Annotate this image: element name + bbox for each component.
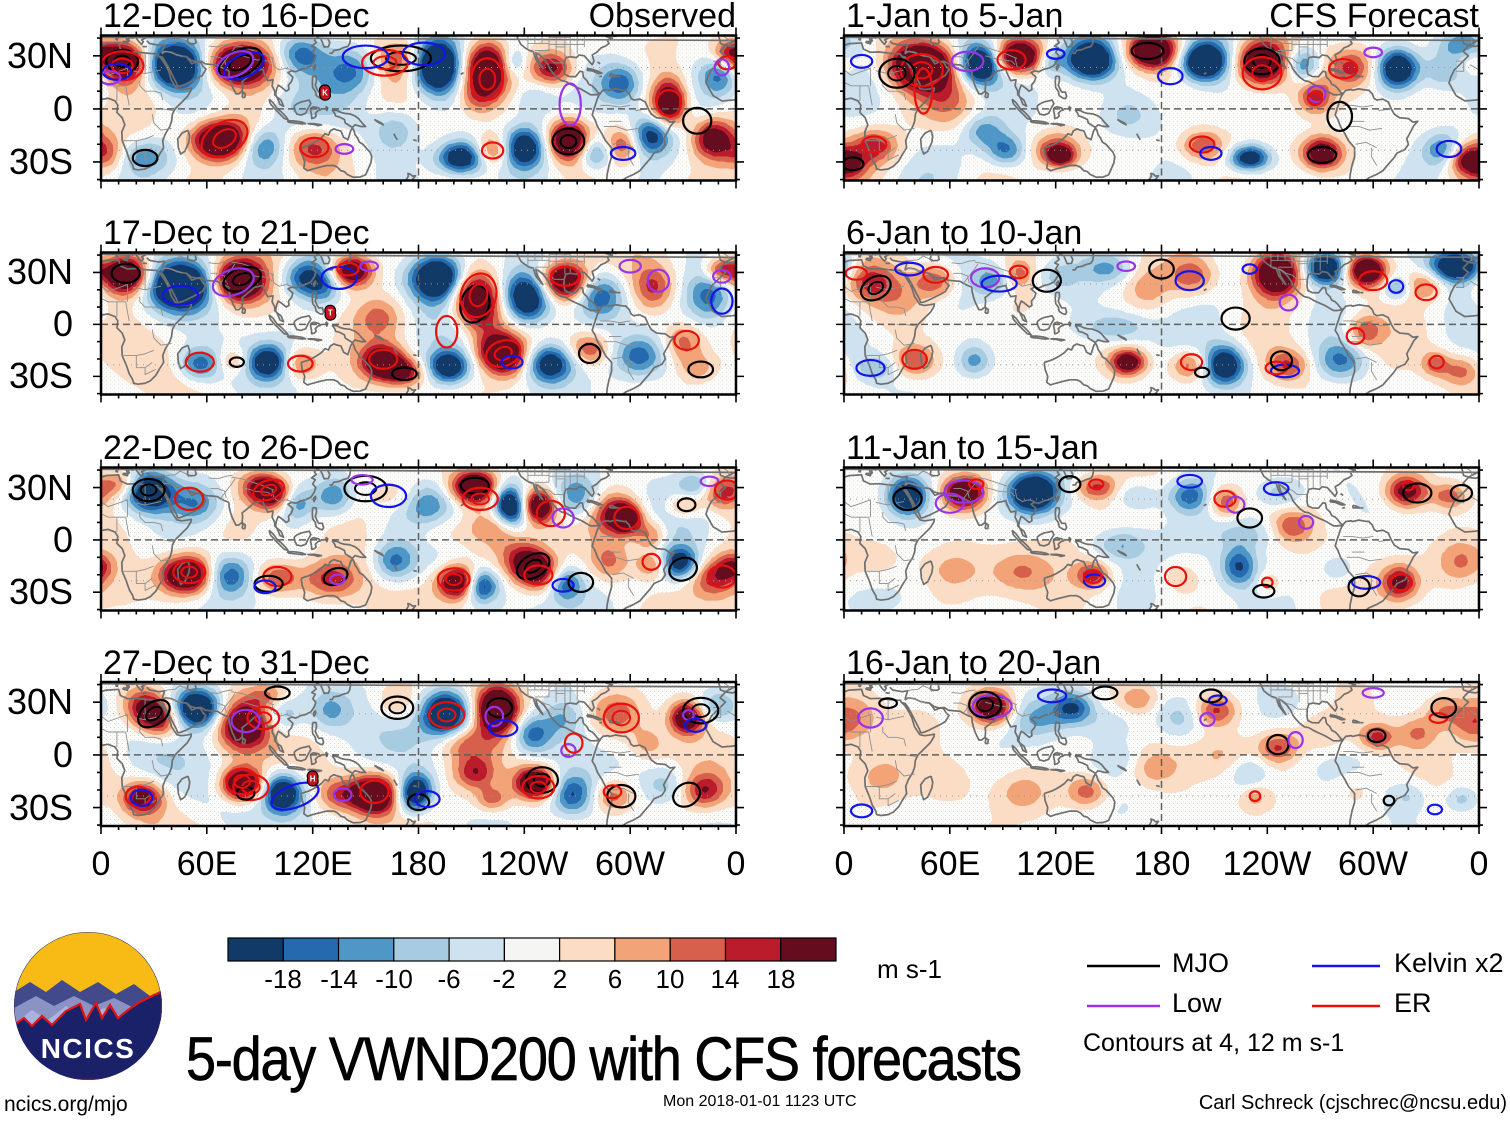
svg-text:NCICS: NCICS [41, 1033, 136, 1064]
svg-text:H: H [310, 774, 316, 783]
svg-text:T: T [328, 309, 333, 318]
svg-text:K: K [322, 88, 328, 97]
